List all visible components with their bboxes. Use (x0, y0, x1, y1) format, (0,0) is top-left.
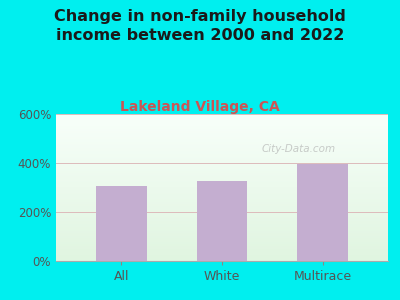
Bar (96, 186, 146, 261)
Text: City-Data.com: City-Data.com (261, 144, 336, 154)
Bar (197, 182, 247, 261)
Text: Change in non-family household
income between 2000 and 2022: Change in non-family household income be… (54, 9, 346, 43)
Bar (298, 164, 348, 261)
Text: Lakeland Village, CA: Lakeland Village, CA (120, 100, 280, 115)
